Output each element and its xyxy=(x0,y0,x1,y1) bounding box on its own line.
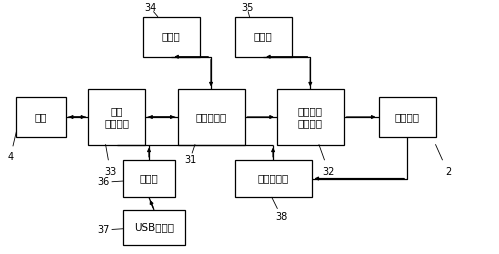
FancyBboxPatch shape xyxy=(277,89,344,145)
Text: 4: 4 xyxy=(7,152,13,162)
Text: 31: 31 xyxy=(184,155,196,165)
FancyBboxPatch shape xyxy=(88,89,145,145)
Text: 穴位刺激
输出模块: 穴位刺激 输出模块 xyxy=(298,106,323,128)
Text: 35: 35 xyxy=(241,3,253,13)
Text: 温度传感器: 温度传感器 xyxy=(257,173,289,184)
Text: 38: 38 xyxy=(275,212,288,223)
Text: USB充电口: USB充电口 xyxy=(134,223,174,232)
Text: 2: 2 xyxy=(445,167,451,177)
Text: 37: 37 xyxy=(97,225,109,235)
Text: 34: 34 xyxy=(144,3,156,13)
Text: 手机: 手机 xyxy=(35,112,47,122)
FancyBboxPatch shape xyxy=(123,210,185,245)
FancyBboxPatch shape xyxy=(123,160,175,197)
FancyBboxPatch shape xyxy=(235,160,311,197)
Text: 36: 36 xyxy=(97,177,109,187)
FancyBboxPatch shape xyxy=(235,17,292,57)
Text: 计时器: 计时器 xyxy=(162,32,181,42)
FancyBboxPatch shape xyxy=(143,17,200,57)
Text: 电极贴片: 电极贴片 xyxy=(395,112,420,122)
Text: 32: 32 xyxy=(323,167,335,177)
Text: 中央处理器: 中央处理器 xyxy=(196,112,227,122)
Text: 33: 33 xyxy=(104,167,117,177)
FancyBboxPatch shape xyxy=(379,97,436,137)
Text: 锂电池: 锂电池 xyxy=(140,173,158,184)
Text: 无线
通讯模块: 无线 通讯模块 xyxy=(104,106,129,128)
Text: 蜂鸣器: 蜂鸣器 xyxy=(254,32,272,42)
FancyBboxPatch shape xyxy=(16,97,66,137)
FancyBboxPatch shape xyxy=(178,89,245,145)
